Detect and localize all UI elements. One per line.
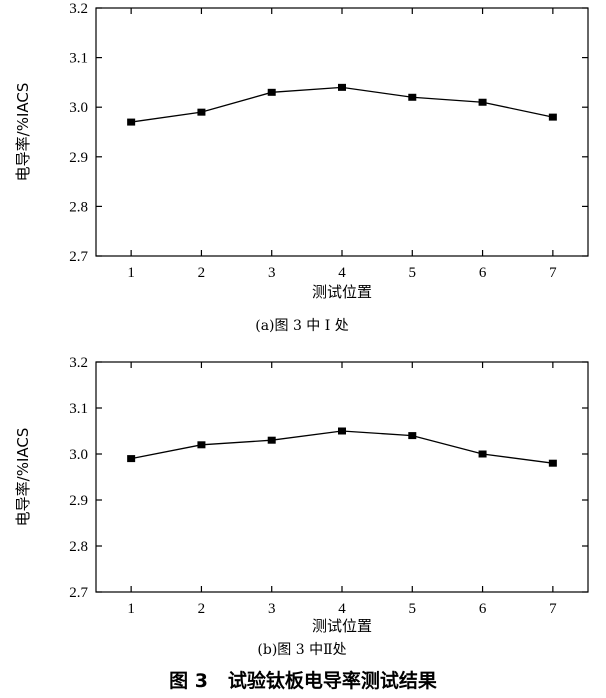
data-point [478, 98, 487, 106]
y-tick-label: 3.1 [69, 401, 88, 417]
x-tick-label: 3 [268, 601, 276, 617]
data-point [197, 441, 206, 449]
chart-panel-a: 2.7 2.8 2.9 3.0 3.1 3.2 1 2 3 4 5 6 7 测试位置 电导率/%IACS (a… [14, 1, 589, 334]
x-tick-label: 2 [198, 265, 206, 281]
y-tick-label: 2.8 [69, 199, 88, 215]
x-tick-label: 5 [409, 601, 417, 617]
data-point [338, 427, 346, 435]
x-tick-label: 4 [338, 265, 346, 281]
panel-caption: (a)图 3 中 I 处 [255, 318, 349, 334]
x-tick-label: 1 [127, 601, 135, 617]
plot-frame [95, 7, 589, 257]
y-tick-label: 2.9 [69, 150, 88, 166]
data-point [267, 88, 276, 96]
series-line [131, 430, 553, 464]
figure-title: 图 3 试验钛板电导率测试结果 [169, 670, 437, 692]
data-point [408, 93, 417, 101]
data-point [127, 455, 136, 463]
panel-caption: (b)图 3 中Ⅱ处 [257, 642, 346, 658]
y-tick-label: 2.9 [69, 493, 88, 509]
y-tick-label: 3.2 [69, 355, 88, 371]
x-axis-label: 测试位置 [312, 283, 372, 301]
y-tick-label: 3.2 [69, 1, 88, 17]
x-tick-label: 3 [268, 265, 276, 281]
x-tick-label: 7 [549, 601, 557, 617]
data-point [267, 436, 276, 444]
data-point [338, 83, 346, 91]
x-axis-label: 测试位置 [312, 617, 372, 635]
y-tick-label: 2.7 [69, 585, 88, 601]
x-tick-label: 2 [198, 601, 206, 617]
x-tick-label: 5 [409, 265, 417, 281]
y-axis-label: 电导率/%IACS [14, 428, 32, 527]
chart-panel-b: 2.7 2.8 2.9 3.0 3.1 3.2 1 2 3 4 5 6 7 测试位置 电导率/%IACS (b… [14, 355, 589, 658]
x-tick-label: 7 [549, 265, 557, 281]
data-point [127, 118, 136, 126]
data-point [548, 113, 557, 121]
y-tick-label: 2.8 [69, 539, 88, 555]
data-point [408, 432, 417, 440]
plot-frame [95, 361, 589, 593]
x-tick-label: 4 [338, 601, 346, 617]
y-axis-label: 电导率/%IACS [14, 83, 32, 182]
series-line [131, 86, 553, 123]
data-point [548, 459, 557, 467]
x-tick-label: 1 [127, 265, 135, 281]
y-tick-label: 3.1 [69, 51, 88, 67]
y-tick-label: 3.0 [69, 100, 88, 116]
y-tick-label: 3.0 [69, 447, 88, 463]
data-point [478, 450, 487, 458]
x-tick-label: 6 [479, 265, 487, 281]
data-point [197, 108, 206, 116]
x-tick-label: 6 [479, 601, 487, 617]
y-tick-label: 2.7 [69, 249, 88, 265]
